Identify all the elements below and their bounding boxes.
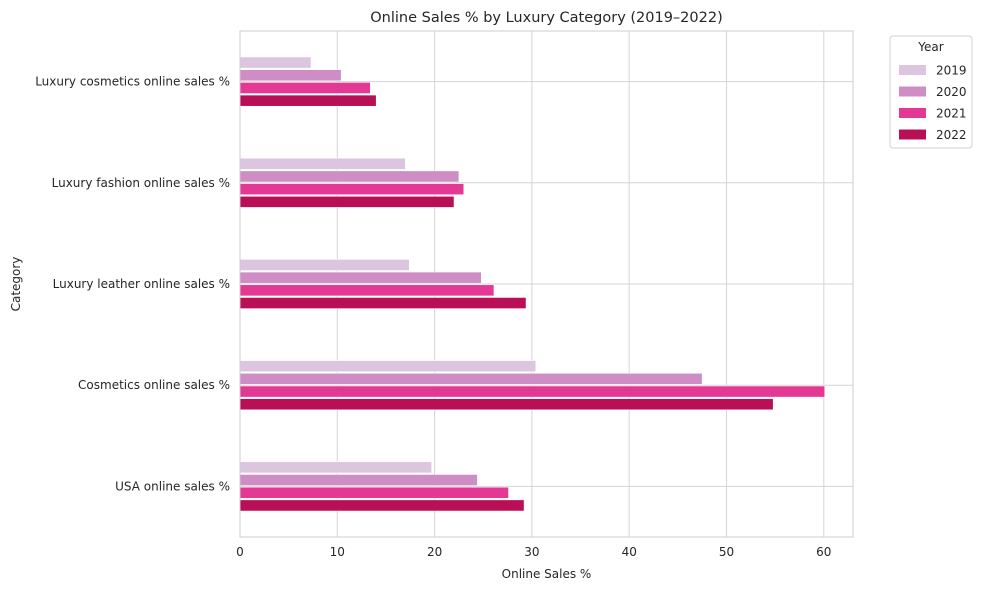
bar-2019-3 (239, 360, 537, 373)
x-tick-label: 40 (622, 545, 637, 559)
plot-frame (239, 30, 854, 538)
bar-2021-2 (239, 284, 495, 297)
x-tick-label: 30 (524, 545, 539, 559)
bar-2019-0 (239, 56, 312, 69)
bar-2020-3 (239, 372, 703, 385)
bar-2019-1 (239, 157, 406, 170)
grid-lines (239, 31, 853, 537)
chart-title: Online Sales % by Luxury Category (2019–… (370, 10, 723, 26)
bar-2021-3 (239, 385, 826, 398)
x-ticks: 0 10 20 30 40 50 60 (236, 545, 831, 559)
y-axis-label: Category (9, 257, 23, 312)
y-tick-label: USA online sales % (115, 479, 230, 493)
bar-2021-1 (239, 183, 465, 196)
y-tick-label: Cosmetics online sales % (78, 378, 230, 392)
y-tick-label: Luxury fashion online sales % (52, 176, 230, 190)
bar-2019-2 (239, 259, 410, 271)
y-tick-label: Luxury leather online sales % (53, 277, 230, 291)
bar-2022-2 (239, 297, 527, 309)
bar-2022-0 (239, 94, 377, 107)
bar-2020-4 (239, 474, 478, 486)
bar-2019-4 (239, 461, 432, 474)
x-tick-label: 60 (816, 545, 831, 559)
legend-title: Year (917, 40, 943, 54)
legend-swatch-2022 (899, 129, 926, 140)
y-ticks: Luxury cosmetics online sales % Luxury fa… (35, 75, 230, 494)
legend-label-2020: 2020 (936, 85, 967, 99)
bar-2021-4 (239, 486, 509, 499)
bar-2020-1 (239, 170, 460, 183)
y-tick-label: Luxury cosmetics online sales % (35, 75, 230, 89)
legend-items: 2019 2020 2021 2022 (899, 64, 967, 142)
legend-swatch-2019 (899, 65, 926, 75)
legend: Year 2019 2020 2021 2022 (889, 35, 973, 149)
legend-label-2022: 2022 (936, 128, 967, 142)
bars (239, 56, 826, 512)
bar-2022-1 (239, 195, 455, 208)
bar-2020-0 (239, 69, 342, 82)
x-tick-label: 20 (427, 545, 442, 559)
x-tick-label: 10 (330, 545, 345, 559)
x-tick-label: 0 (236, 545, 244, 559)
legend-swatch-2021 (899, 108, 926, 118)
bar-2020-2 (239, 271, 482, 284)
x-tick-label: 50 (719, 545, 734, 559)
legend-swatch-2020 (899, 86, 926, 97)
bar-2022-4 (239, 499, 525, 512)
x-axis-label: Online Sales % (502, 567, 592, 581)
legend-label-2019: 2019 (936, 64, 967, 78)
bar-2022-3 (239, 398, 774, 411)
bar-2021-0 (239, 82, 371, 94)
legend-label-2021: 2021 (936, 107, 967, 121)
legend-box (889, 35, 973, 149)
